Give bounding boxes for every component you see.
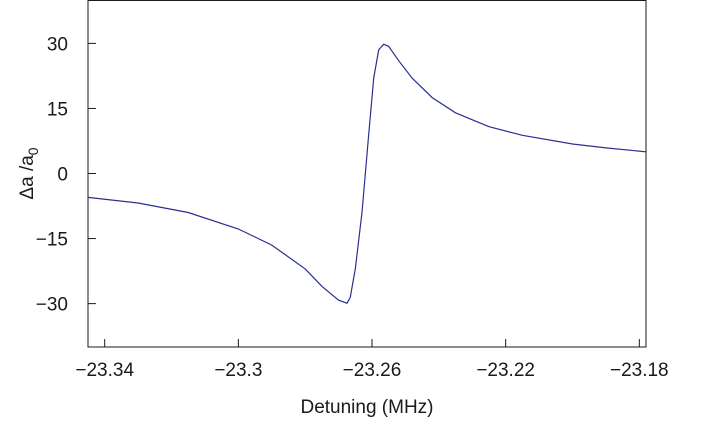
y-tick-label: 15	[47, 99, 68, 120]
x-tick-label: −23.34	[75, 360, 134, 381]
y-tick-label: −15	[36, 230, 68, 251]
x-tick-label: −23.3	[214, 360, 262, 381]
x-tick-label: −23.18	[610, 360, 669, 381]
y-tick-label: 30	[47, 34, 68, 55]
x-tick-label: −23.22	[476, 360, 535, 381]
series-line	[87, 43, 647, 304]
y-axis-label-main: Δa /a	[17, 155, 38, 200]
plot-area	[87, 0, 647, 348]
y-ticks: 30 15 0 −15 −30	[36, 34, 96, 316]
y-axis-label: Δa /a0	[17, 147, 41, 199]
x-axis-label: Detuning (MHz)	[300, 397, 433, 418]
y-axis-label-subscript: 0	[25, 147, 41, 155]
x-tick-label: −23.26	[343, 360, 402, 381]
y-tick-label: 0	[57, 165, 68, 186]
x-ticks: −23.34 −23.3 −23.26 −23.22 −23.18	[75, 339, 669, 381]
y-tick-label: −30	[36, 295, 68, 316]
